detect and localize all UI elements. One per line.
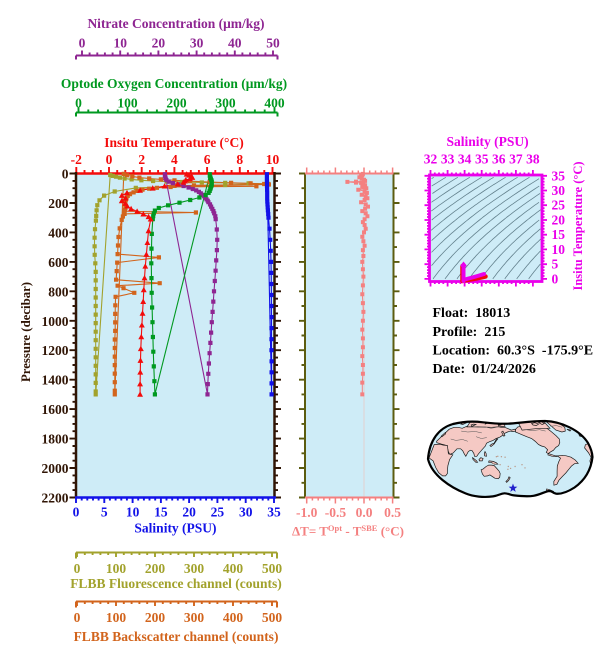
svg-text:30: 30: [190, 36, 204, 51]
svg-text:Nitrate Concentration (μm/kg): Nitrate Concentration (μm/kg): [87, 16, 264, 31]
svg-text:Salinity (PSU): Salinity (PSU): [447, 134, 529, 149]
svg-text:0: 0: [62, 167, 69, 182]
svg-text:Float: 18013: Float: 18013: [433, 306, 511, 321]
svg-text:10: 10: [113, 36, 127, 51]
svg-text:Optode Oxygen Concentration (μ: Optode Oxygen Concentration (μm/kg): [61, 76, 287, 91]
svg-text:37: 37: [509, 152, 523, 167]
svg-text:200: 200: [166, 96, 187, 111]
svg-text:20: 20: [152, 36, 166, 51]
svg-text:100: 100: [117, 96, 138, 111]
svg-text:10: 10: [552, 242, 566, 257]
svg-text:-1.0: -1.0: [296, 505, 318, 520]
svg-text:8: 8: [236, 152, 243, 167]
svg-text:400: 400: [264, 96, 285, 111]
svg-text:2200: 2200: [42, 491, 69, 506]
svg-text:300: 300: [215, 96, 236, 111]
svg-text:0: 0: [74, 561, 81, 576]
svg-text:400: 400: [223, 610, 244, 625]
svg-text:100: 100: [106, 561, 127, 576]
svg-text:34: 34: [458, 152, 472, 167]
svg-text:200: 200: [145, 561, 166, 576]
svg-text:10: 10: [266, 152, 280, 167]
svg-text:Pressure (decibar): Pressure (decibar): [19, 282, 33, 382]
svg-text:0: 0: [106, 152, 113, 167]
svg-text:FLBB Backscatter channel (coun: FLBB Backscatter channel (counts): [74, 629, 279, 644]
svg-text:-0.5: -0.5: [325, 505, 347, 520]
svg-text:30: 30: [552, 183, 566, 198]
svg-text:35: 35: [267, 505, 281, 520]
svg-text:200: 200: [145, 610, 166, 625]
svg-text:Location: 60.3°S -175.9°E: Location: 60.3°S -175.9°E: [433, 344, 594, 359]
svg-text:4: 4: [171, 152, 178, 167]
svg-text:Insitu Temperature (°C): Insitu Temperature (°C): [571, 161, 585, 290]
svg-text:25: 25: [211, 505, 225, 520]
svg-text:35: 35: [552, 168, 566, 183]
svg-text:10: 10: [126, 505, 140, 520]
svg-text:1400: 1400: [42, 373, 69, 388]
svg-text:-2: -2: [71, 152, 82, 167]
svg-text:Profile: 215: Profile: 215: [433, 325, 506, 340]
svg-text:0: 0: [73, 505, 80, 520]
svg-text:5: 5: [101, 505, 108, 520]
svg-text:15: 15: [552, 227, 566, 242]
svg-text:1000: 1000: [42, 314, 69, 329]
svg-text:0: 0: [79, 36, 86, 51]
svg-text:0: 0: [75, 96, 82, 111]
svg-text:20: 20: [182, 505, 196, 520]
svg-text:0: 0: [74, 610, 81, 625]
svg-text:2000: 2000: [42, 461, 69, 476]
svg-text:6: 6: [204, 152, 211, 167]
svg-text:50: 50: [266, 36, 280, 51]
svg-text:0.0: 0.0: [356, 505, 373, 520]
svg-text:800: 800: [48, 284, 69, 299]
svg-text:2: 2: [138, 152, 145, 167]
svg-text:1800: 1800: [42, 432, 69, 447]
svg-text:36: 36: [492, 152, 506, 167]
svg-text:0: 0: [552, 271, 559, 286]
svg-text:35: 35: [475, 152, 489, 167]
svg-text:1200: 1200: [42, 343, 69, 358]
svg-text:300: 300: [184, 610, 205, 625]
svg-text:40: 40: [228, 36, 242, 51]
svg-text:FLBB Fluorescence channel (cou: FLBB Fluorescence channel (counts): [70, 576, 282, 591]
svg-text:500: 500: [262, 610, 283, 625]
svg-text:100: 100: [106, 610, 127, 625]
svg-text:Salinity (PSU): Salinity (PSU): [134, 521, 216, 536]
svg-text:300: 300: [184, 561, 205, 576]
svg-text:25: 25: [552, 198, 566, 213]
svg-text:Insitu Temperature (°C): Insitu Temperature (°C): [104, 135, 243, 150]
svg-text:0.5: 0.5: [384, 505, 401, 520]
svg-text:200: 200: [48, 196, 69, 211]
svg-text:1600: 1600: [42, 402, 69, 417]
svg-text:15: 15: [154, 505, 168, 520]
svg-text:Date: 01/24/2026: Date: 01/24/2026: [433, 362, 536, 377]
svg-text:400: 400: [223, 561, 244, 576]
svg-text:20: 20: [552, 213, 566, 228]
svg-text:30: 30: [239, 505, 253, 520]
svg-text:5: 5: [552, 257, 559, 272]
svg-text:400: 400: [48, 225, 69, 240]
svg-text:ΔT= TOpt - TSBE (°C): ΔT= TOpt - TSBE (°C): [292, 523, 404, 539]
svg-text:32: 32: [424, 152, 438, 167]
svg-text:500: 500: [262, 561, 283, 576]
svg-text:600: 600: [48, 255, 69, 270]
svg-text:38: 38: [526, 152, 540, 167]
svg-text:33: 33: [441, 152, 455, 167]
